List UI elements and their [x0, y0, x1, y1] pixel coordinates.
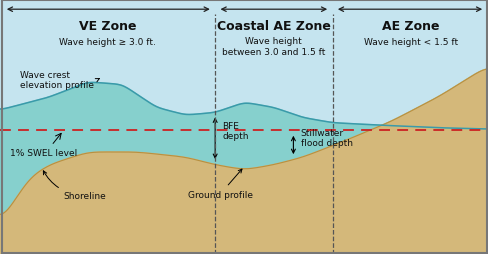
Text: Wave height < 1.5 ft: Wave height < 1.5 ft [363, 37, 457, 46]
Text: Wave height ≥ 3.0 ft.: Wave height ≥ 3.0 ft. [59, 37, 156, 46]
Text: Wave crest
elevation profile: Wave crest elevation profile [20, 70, 99, 90]
Text: AE Zone: AE Zone [381, 20, 439, 33]
Text: 1% SWEL level: 1% SWEL level [10, 148, 77, 157]
Text: Wave height
between 3.0 and 1.5 ft: Wave height between 3.0 and 1.5 ft [222, 37, 325, 57]
Text: Ground profile: Ground profile [187, 169, 252, 199]
Polygon shape [0, 70, 488, 254]
Text: Coastal AE Zone: Coastal AE Zone [217, 20, 330, 33]
Text: VE Zone: VE Zone [79, 20, 136, 33]
Polygon shape [0, 70, 488, 215]
Text: BFE
depth: BFE depth [222, 121, 248, 141]
Text: Shoreline: Shoreline [43, 171, 106, 200]
Text: Stillwater
flood depth: Stillwater flood depth [300, 128, 352, 147]
